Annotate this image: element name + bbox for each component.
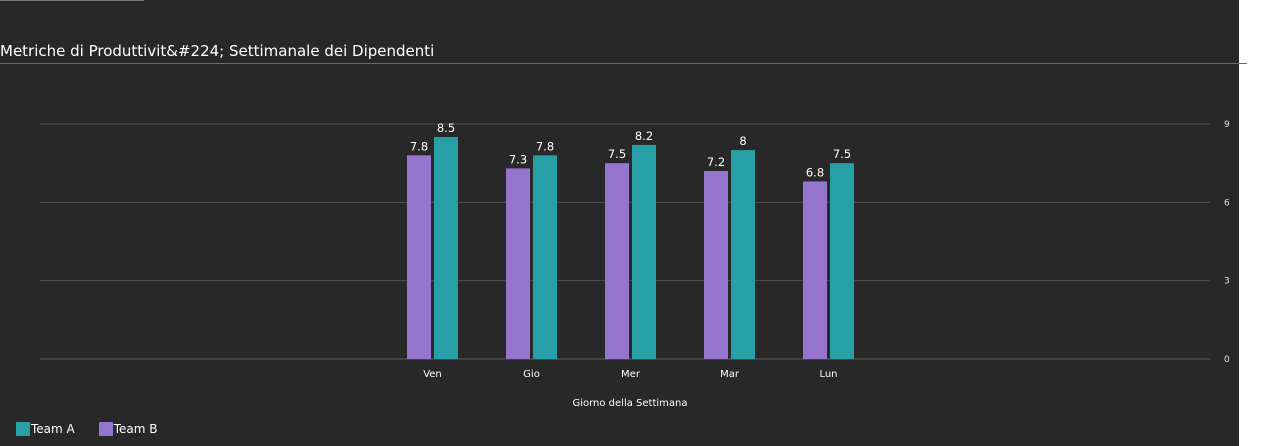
bar-value-label: 7.5	[608, 147, 626, 161]
y-tick-label: 9	[1224, 120, 1230, 130]
legend-item: Team B	[98, 422, 158, 436]
bar	[731, 150, 755, 359]
top-tab-line	[0, 0, 144, 1]
bar-value-label: 7.3	[509, 152, 527, 166]
bar-value-label: 7.2	[707, 155, 725, 169]
x-tick-label: Ven	[423, 369, 442, 380]
legend: Team A Team B	[16, 422, 158, 436]
bar	[830, 163, 854, 359]
bar	[407, 155, 431, 359]
legend-label: Team B	[113, 422, 158, 436]
y-tick-label: 3	[1224, 277, 1230, 287]
y-tick-label: 6	[1224, 198, 1230, 208]
chart-title: Metriche di Produttivit&#224; Settimanal…	[0, 42, 435, 60]
bar	[632, 144, 656, 359]
bar	[506, 168, 530, 359]
x-axis-ticks: Ven Gio Mer Mar Lun	[423, 369, 837, 380]
bars	[407, 137, 854, 359]
x-tick-label: Gio	[523, 369, 540, 380]
y-axis-ticks: 0 3 6 9	[1224, 120, 1230, 365]
bar-value-label: 8.5	[437, 121, 455, 135]
bar-value-label: 8	[739, 134, 746, 148]
bar	[803, 181, 827, 359]
x-axis-title: Giorno della Settimana	[572, 398, 687, 409]
bar-labels: 7.8 8.5 7.3 7.8 7.5 8.2 7.2 8 6.8 7.5	[410, 121, 851, 179]
bar-chart: 0 3 6 9 7.8 8.5 7.3 7.8 7.5 8.2 7.2 8 6.8 7.5 Ven Gio…	[40, 120, 1230, 409]
chart-frame: Metriche di Produttivit&#224; Settimanal…	[0, 0, 1246, 446]
bar	[704, 171, 728, 359]
title-divider	[0, 63, 1246, 64]
bar-value-label: 7.5	[833, 147, 851, 161]
legend-swatch	[16, 422, 30, 436]
title-divider-tail	[1239, 63, 1247, 64]
x-tick-label: Mar	[720, 369, 740, 380]
y-tick-label: 0	[1224, 355, 1230, 365]
legend-swatch	[98, 422, 113, 436]
legend-label: Team A	[31, 422, 75, 436]
bar-value-label: 8.2	[635, 129, 653, 143]
x-tick-label: Mer	[621, 369, 641, 380]
legend-item: Team A	[16, 422, 75, 436]
bar-value-label: 6.8	[806, 165, 824, 179]
bar-value-label: 7.8	[536, 139, 554, 153]
bar-value-label: 7.8	[410, 139, 428, 153]
bar	[605, 163, 629, 359]
x-tick-label: Lun	[819, 369, 837, 380]
bar	[434, 137, 458, 359]
bar	[533, 155, 557, 359]
